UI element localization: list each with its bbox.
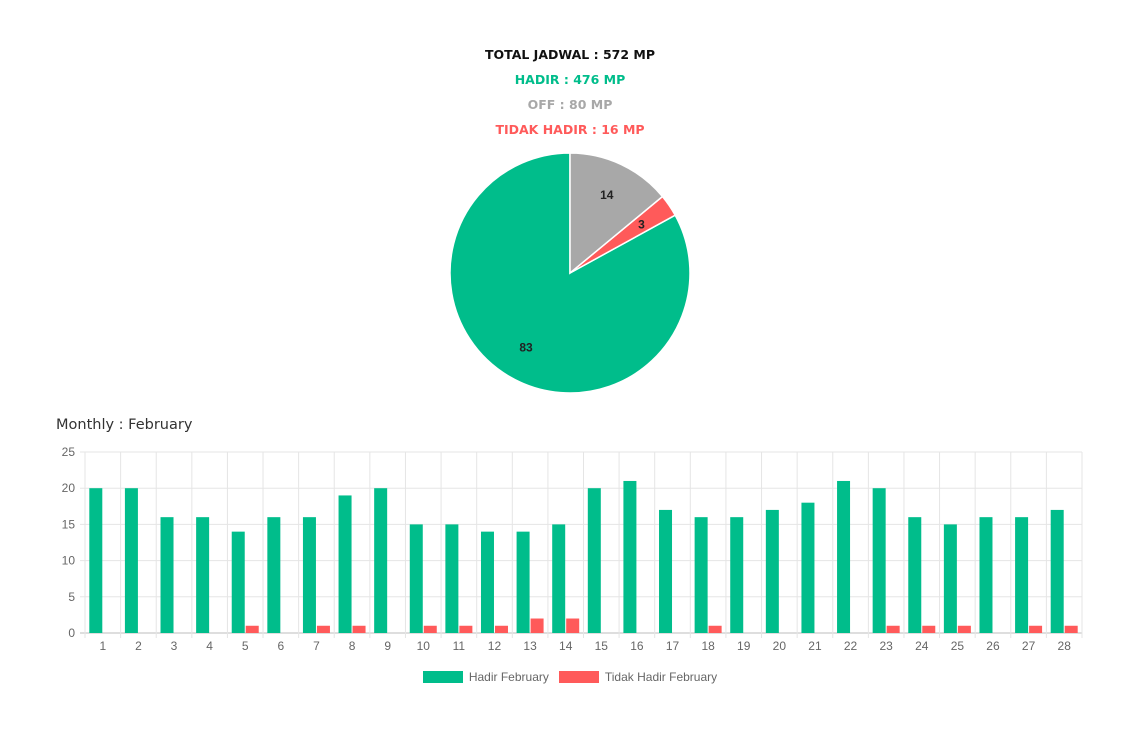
x-tick-label: 15 [595,639,609,653]
bar-tidak-hadir-18[interactable] [708,625,722,633]
legend-item-tidak-hadir[interactable]: Tidak Hadir February [558,670,718,684]
bar-hadir-8[interactable] [338,495,352,633]
x-tick-label: 11 [453,639,466,653]
bar-tidak-hadir-28[interactable] [1064,625,1078,633]
bar-hadir-13[interactable] [516,531,530,633]
bar-tidak-hadir-7[interactable] [316,625,330,633]
x-tick-label: 25 [951,639,965,653]
x-tick-label: 16 [630,639,644,653]
attendance-summary: TOTAL JADWAL : 572 MP HADIR : 476 MP OFF… [0,42,1140,142]
monthly-chart-title: Monthly : February [56,417,193,433]
bar-hadir-26[interactable] [979,517,993,633]
bar-hadir-24[interactable] [908,517,922,633]
bar-hadir-9[interactable] [374,488,388,633]
bar-hadir-21[interactable] [801,502,815,633]
legend-swatch-hadir [422,671,463,683]
bar-tidak-hadir-25[interactable] [957,625,971,633]
bar-hadir-4[interactable] [196,517,210,633]
pie-slice-label-2: 14 [600,188,614,202]
x-tick-label: 18 [701,639,715,653]
bar-hadir-22[interactable] [837,480,851,633]
bar-hadir-7[interactable] [302,517,316,633]
y-tick-label: 20 [62,481,76,495]
bar-hadir-1[interactable] [89,488,103,633]
bar-tidak-hadir-14[interactable] [566,618,580,633]
bar-hadir-23[interactable] [872,488,886,633]
bar-hadir-3[interactable] [160,517,174,633]
y-tick-label: 5 [68,590,75,604]
x-tick-label: 7 [313,639,320,653]
pie-slice-label-1: 3 [638,217,645,231]
y-tick-label: 15 [62,517,76,531]
present-count-label: HADIR : 476 MP [514,72,626,87]
bar-tidak-hadir-8[interactable] [352,625,366,633]
x-tick-label: 12 [488,639,502,653]
bar-hadir-11[interactable] [445,524,459,633]
bar-hadir-27[interactable] [1015,517,1029,633]
x-tick-label: 24 [915,639,929,653]
bar-hadir-28[interactable] [1050,509,1064,633]
legend-item-hadir[interactable]: Hadir February [422,670,549,684]
legend-label-hadir: Hadir February [468,670,549,684]
x-tick-label: 13 [523,639,537,653]
x-tick-label: 3 [171,639,178,653]
x-tick-label: 23 [879,639,893,653]
x-tick-label: 26 [986,639,1000,653]
x-tick-label: 8 [349,639,356,653]
bar-hadir-19[interactable] [730,517,744,633]
bar-tidak-hadir-10[interactable] [423,625,437,633]
x-tick-label: 22 [844,639,858,653]
y-tick-label: 25 [62,445,76,459]
y-tick-label: 10 [62,554,76,568]
bar-hadir-2[interactable] [124,488,138,633]
bar-hadir-6[interactable] [267,517,281,633]
legend-label-tidak-hadir: Tidak Hadir February [604,670,718,684]
pie-slice-label-0: 83 [519,340,533,354]
x-tick-label: 28 [1058,639,1072,653]
bar-tidak-hadir-11[interactable] [459,625,473,633]
x-tick-label: 9 [384,639,391,653]
total-schedule-label: TOTAL JADWAL : 572 MP [484,47,655,62]
x-tick-label: 5 [242,639,249,653]
bar-tidak-hadir-5[interactable] [245,625,259,633]
bar-hadir-15[interactable] [587,488,601,633]
x-tick-label: 6 [277,639,284,653]
x-tick-label: 10 [417,639,431,653]
legend-swatch-tidak-hadir [558,671,599,683]
pie-slice-2[interactable] [569,152,664,275]
bar-hadir-14[interactable] [552,524,566,633]
bar-tidak-hadir-12[interactable] [494,625,508,633]
off-count-label: OFF : 80 MP [527,97,613,112]
bar-tidak-hadir-27[interactable] [1029,625,1043,633]
y-tick-label: 0 [68,626,75,640]
bar-hadir-17[interactable] [659,509,673,633]
bar-hadir-25[interactable] [943,524,957,633]
x-tick-label: 19 [737,639,751,653]
bar-hadir-18[interactable] [694,517,708,633]
bar-hadir-10[interactable] [409,524,423,633]
bar-tidak-hadir-24[interactable] [922,625,936,633]
x-tick-label: 2 [135,639,142,653]
attendance-pie-chart[interactable]: 83 3 14 [440,143,700,403]
x-tick-label: 14 [559,639,573,653]
x-tick-label: 4 [206,639,213,653]
bar-hadir-5[interactable] [231,531,245,633]
x-tick-label: 27 [1022,639,1036,653]
x-tick-label: 20 [773,639,787,653]
bar-chart-legend: Hadir February Tidak Hadir February [0,670,1140,684]
absent-count-label: TIDAK HADIR : 16 MP [495,122,645,137]
x-tick-label: 21 [808,639,822,653]
bar-hadir-20[interactable] [765,509,779,633]
bar-hadir-16[interactable] [623,480,637,633]
bar-hadir-12[interactable] [480,531,494,633]
bar-tidak-hadir-23[interactable] [886,625,900,633]
x-tick-label: 1 [99,639,106,653]
x-tick-label: 17 [666,639,680,653]
bar-tidak-hadir-13[interactable] [530,618,544,633]
